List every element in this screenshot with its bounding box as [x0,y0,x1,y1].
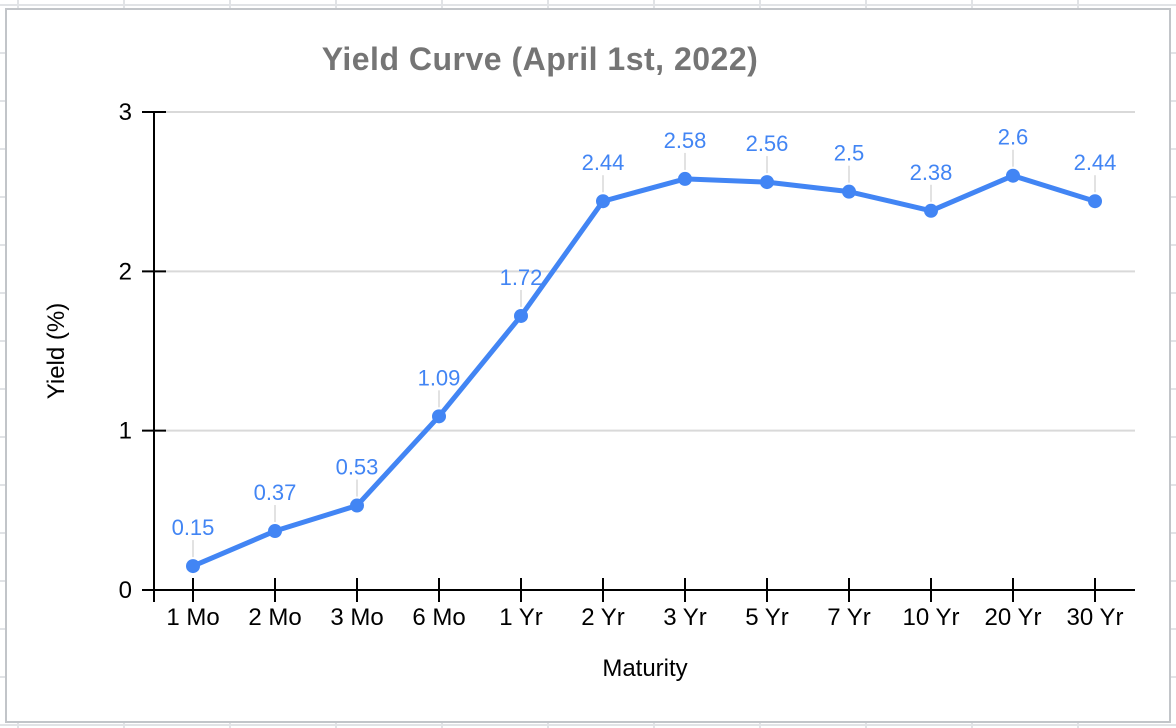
data-label-1-mo: 0.15 [172,515,215,540]
x-axis-title: Maturity [602,655,688,682]
data-label-20-yr: 2.6 [998,125,1029,150]
data-point-20-yr[interactable] [1006,168,1020,183]
x-tick-label-10-yr: 10 Yr [903,604,960,631]
x-tick-label-1-mo: 1 Mo [166,604,219,631]
series-line [190,173,1098,569]
x-tick-label-5-yr: 5 Yr [745,604,789,631]
data-point-30-yr[interactable] [1088,194,1102,209]
x-tick-label-2-mo: 2 Mo [248,604,301,631]
x-tick-label-20-yr: 20 Yr [985,604,1042,631]
data-label-1-yr: 1.72 [500,265,543,290]
y-tick-label-1: 1 [119,418,132,445]
data-point-5-yr[interactable] [760,175,774,190]
chart-card[interactable] [5,8,1171,723]
x-tick-label-1-yr: 1 Yr [499,604,543,631]
y-tick-label-0: 0 [119,577,132,604]
data-point-2-yr[interactable] [596,194,610,209]
y-tick-label-3: 3 [119,99,132,126]
data-point-2-mo[interactable] [268,524,282,539]
chart-title: Yield Curve (April 1st, 2022) [321,41,759,77]
x-tick-label-2-yr: 2 Yr [581,604,625,631]
data-point-1-mo[interactable] [186,559,200,574]
x-tick-label-30-yr: 30 Yr [1067,604,1124,631]
data-label-2-yr: 2.44 [582,150,625,175]
x-tick-label-6-mo: 6 Mo [412,604,465,631]
data-point-3-yr[interactable] [678,171,692,186]
data-point-10-yr[interactable] [924,203,938,218]
y-tick-label-2: 2 [119,258,132,285]
data-point-6-mo[interactable] [432,409,446,424]
data-label-10-yr: 2.38 [910,160,953,185]
data-label-2-mo: 0.37 [254,480,297,505]
data-label-3-mo: 0.53 [336,455,379,480]
x-tick-label-3-mo: 3 Mo [330,604,383,631]
data-label-6-mo: 1.09 [418,365,461,390]
data-point-1-yr[interactable] [514,308,528,323]
x-tick-label-3-yr: 3 Yr [663,604,707,631]
data-label-7-yr: 2.5 [834,141,865,166]
data-label-30-yr: 2.44 [1074,150,1117,175]
data-point-3-mo[interactable] [350,498,364,513]
data-label-5-yr: 2.56 [746,131,789,156]
data-label-3-yr: 2.58 [664,128,707,153]
data-point-7-yr[interactable] [842,184,856,199]
x-tick-label-7-yr: 7 Yr [827,604,871,631]
